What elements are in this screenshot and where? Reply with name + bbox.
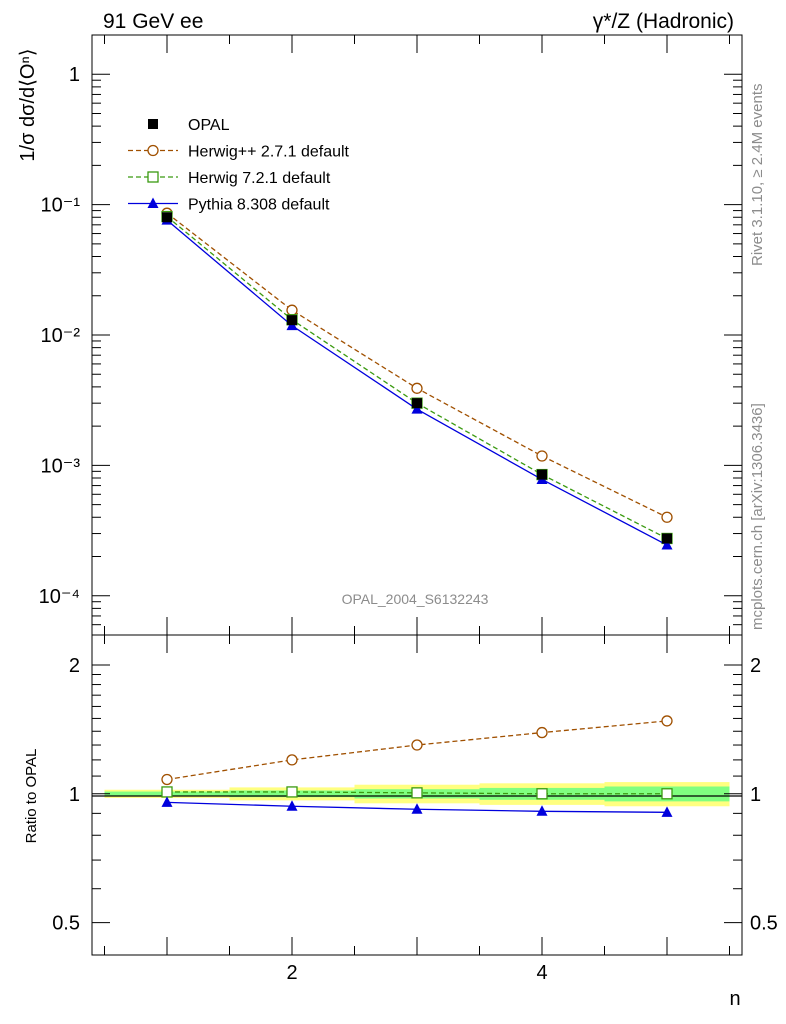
series-herwig-7-2-1-default — [161, 210, 673, 545]
data-point — [287, 315, 297, 326]
main-panel: 1 10⁻¹ 10⁻² 10⁻³ 10⁻⁴ OPAL_2004_S6132243 1/σ… — [17, 34, 743, 636]
ratio-y-tick-label: 1 — [69, 784, 80, 806]
ratio-series-pythia-8-308-default — [161, 796, 673, 817]
ratio-panel: 0.5 0.5 1 1 2 2 2 4 Ratio to OPAL n — [23, 634, 778, 1010]
ratio-y-tick-label-right: 1 — [750, 784, 761, 806]
rivet-version-label: Rivet 3.1.10, ≥ 2.4M events — [749, 84, 766, 267]
legend-entry: Herwig 7.2.1 default — [128, 170, 331, 187]
ratio-point — [661, 806, 673, 817]
data-point — [661, 539, 673, 550]
data-point — [411, 382, 423, 394]
legend-marker — [147, 144, 159, 157]
data-point — [662, 533, 672, 544]
header-left-label: 91 GeV ee — [103, 10, 203, 33]
ratio-y-tick-label: 0.5 — [52, 913, 80, 935]
header-right-label: γ*/Z (Hadronic) — [593, 10, 734, 33]
legend-entry: Pythia 8.308 default — [128, 197, 330, 214]
mcplots-label: mcplots.cern.ch [arXiv:1306.3436] — [749, 403, 766, 630]
data-point — [286, 304, 298, 316]
legend-label: Pythia 8.308 default — [188, 197, 330, 214]
ratio-point — [161, 796, 173, 807]
ratio-series-herwig-7-2-1-default — [161, 786, 673, 800]
legend-entry: OPAL — [148, 117, 230, 134]
legend-label: OPAL — [188, 117, 230, 134]
legend-marker — [147, 171, 159, 183]
ratio-point — [161, 773, 173, 786]
ratio-series — [161, 715, 673, 817]
ratio-y-tick-label: 2 — [69, 655, 80, 677]
ratio-y-tick-label-right: 2 — [750, 655, 761, 677]
ratio-point — [411, 739, 423, 751]
data-point — [536, 450, 548, 462]
watermark-label: OPAL_2004_S6132243 — [342, 591, 489, 607]
ratio-point — [286, 786, 298, 798]
ratio-point — [286, 800, 298, 811]
data-point — [537, 469, 547, 480]
main-series — [161, 207, 673, 550]
legend-label: Herwig 7.2.1 default — [188, 170, 331, 187]
ratio-y-tick-label-right: 0.5 — [750, 913, 778, 935]
x-axis-label: n — [729, 988, 740, 1010]
legend-entry: Herwig++ 2.7.1 default — [128, 144, 350, 161]
data-point — [661, 511, 673, 523]
main-y-axis-label: 1/σ dσ/d⟨Oⁿ⟩ — [17, 48, 39, 161]
ratio-point — [411, 787, 423, 799]
series-line — [166, 216, 668, 540]
series-line — [166, 212, 668, 518]
legend-marker — [148, 119, 158, 129]
ratio-point — [161, 786, 173, 798]
ratio-point — [661, 715, 673, 727]
data-point — [411, 403, 423, 414]
legend-marker — [147, 197, 159, 208]
data-point — [412, 398, 422, 409]
data-point — [162, 212, 172, 223]
main-ticks: 1 10⁻¹ 10⁻² 10⁻³ 10⁻⁴ — [39, 34, 742, 636]
legend-label: Herwig++ 2.7.1 default — [188, 144, 350, 161]
series-opal — [162, 212, 672, 544]
legend: OPAL Herwig++ 2.7.1 default Herwig 7.2.1 d… — [128, 117, 350, 214]
ratio-y-axis-label: Ratio to OPAL — [23, 749, 40, 844]
ratio-point — [536, 805, 548, 816]
ratio-point — [536, 788, 548, 800]
x-tick-label: 4 — [536, 962, 547, 984]
series-herwig-2-7-1-default — [161, 207, 673, 523]
main-y-tick-label: 10⁻⁴ — [39, 586, 80, 608]
x-tick-label: 2 — [286, 962, 297, 984]
ratio-point — [536, 726, 548, 739]
ratio-point — [286, 754, 298, 766]
series-pythia-8-308-default — [161, 214, 673, 550]
ratio-point — [661, 788, 673, 800]
series-line — [166, 219, 668, 546]
ratio-point — [411, 803, 423, 814]
ratio-ticks: 0.5 0.5 1 1 2 2 2 4 — [52, 635, 778, 984]
main-y-tick-label: 10⁻² — [41, 325, 81, 347]
main-y-tick-label: 10⁻¹ — [41, 195, 81, 217]
ratio-series-herwig-2-7-1-default — [161, 715, 673, 786]
main-y-tick-label: 10⁻³ — [41, 455, 81, 477]
main-y-tick-label: 1 — [69, 64, 80, 86]
